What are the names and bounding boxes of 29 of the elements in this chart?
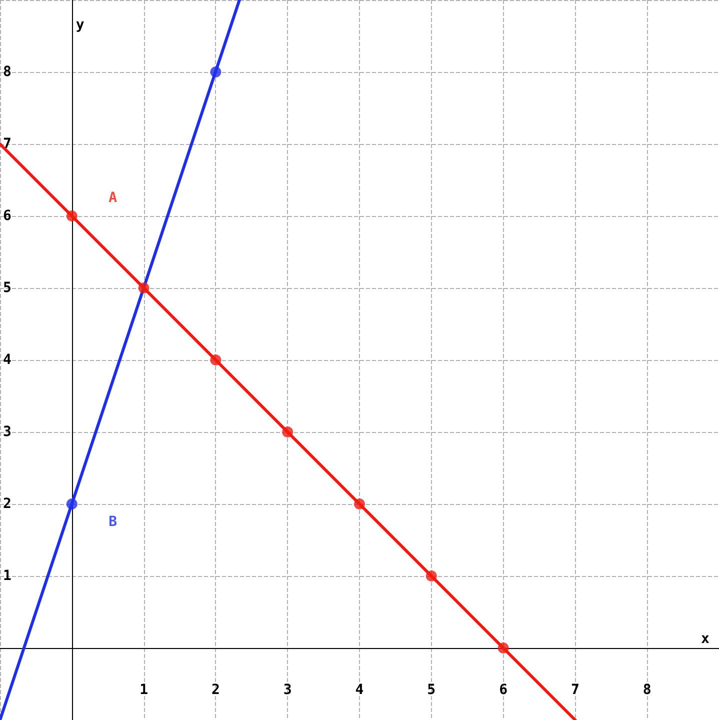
y-tick-label: 6 — [3, 208, 12, 224]
text: A — [108, 190, 118, 206]
x-tick-label: 5 — [427, 682, 436, 698]
y-tick-label: 5 — [3, 280, 12, 296]
x-tick-label: 7 — [570, 682, 580, 698]
x-tick-label: 2 — [211, 682, 220, 698]
point — [354, 498, 365, 510]
y-tick-label: 3 — [3, 424, 12, 440]
point — [498, 642, 509, 654]
y-tick-label: 8 — [3, 64, 12, 80]
y-tick-label: 7 — [3, 136, 12, 152]
x-tick-label: 8 — [642, 682, 652, 698]
point — [426, 570, 437, 582]
point — [66, 498, 78, 510]
text: B — [108, 514, 118, 530]
y-axis-title: y — [76, 17, 85, 33]
y-tick-label: 1 — [3, 568, 12, 584]
point — [210, 66, 222, 78]
x-tick-label: 3 — [283, 682, 292, 698]
x-tick-label: 4 — [355, 682, 364, 698]
point — [138, 282, 150, 294]
x-tick-label: 1 — [140, 682, 148, 698]
point — [282, 426, 294, 438]
y-tick-label: 2 — [3, 496, 12, 512]
point — [66, 210, 78, 222]
y-tick-label: 4 — [3, 352, 12, 368]
x-tick-label: 6 — [499, 682, 508, 698]
point — [210, 354, 222, 366]
x-axis-title: x — [701, 631, 710, 647]
